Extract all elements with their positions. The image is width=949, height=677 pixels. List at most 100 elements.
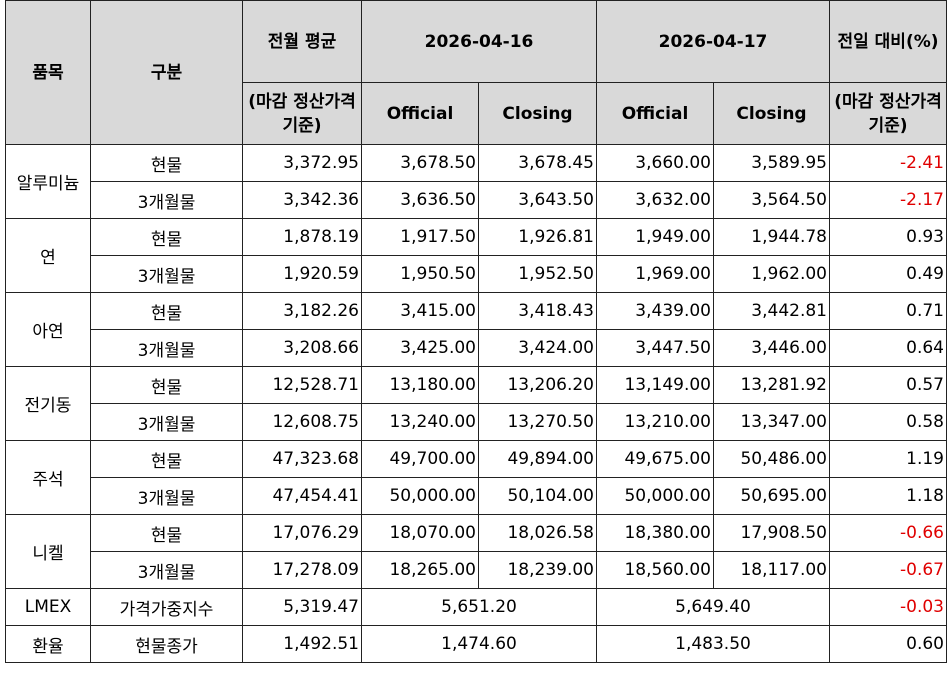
price-value: 17,908.50 xyxy=(713,514,830,552)
table-row: 알루미늄 현물 3,372.95 3,678.50 3,678.45 3,660.00 3,… xyxy=(5,144,947,219)
price-value: 3,660.00 xyxy=(596,144,714,182)
header-official: Official xyxy=(361,82,479,145)
price-value: 50,000.00 xyxy=(361,477,479,515)
kind-name: 3개월물 xyxy=(90,181,243,219)
price-value: 3,643.50 xyxy=(478,181,597,219)
price-value: 50,000.00 xyxy=(596,477,714,515)
price-value: 1,944.78 xyxy=(713,218,830,256)
price-value: 50,695.00 xyxy=(713,477,830,515)
kind-name: 현물 xyxy=(90,514,243,552)
table-row: 니켈 현물 17,076.29 18,070.00 18,026.58 18,380.00… xyxy=(5,514,947,589)
change-value: 1.19 xyxy=(829,440,947,478)
table-row: 주석 현물 47,323.68 49,700.00 49,894.00 49,675.00… xyxy=(5,440,947,515)
price-value: 3,342.36 xyxy=(242,181,362,219)
price-value: 5,319.47 xyxy=(242,588,362,626)
price-value: 47,323.68 xyxy=(242,440,362,478)
table-row: LMEX 가격가중지수 5,319.47 5,651.20 5,649.40 -0.03 xyxy=(5,588,947,626)
change-value: 0.58 xyxy=(829,403,947,441)
price-value: 49,894.00 xyxy=(478,440,597,478)
item-name: 주석 xyxy=(5,440,91,515)
price-table: 품목 구분 전월 평균 2026-04-16 2026-04-17 전일 대비(… xyxy=(5,0,947,663)
change-value: 0.49 xyxy=(829,255,947,293)
price-value: 12,608.75 xyxy=(242,403,362,441)
price-value: 3,447.50 xyxy=(596,329,714,367)
header-date: 2026-04-17 xyxy=(596,0,830,83)
price-value: 13,206.20 xyxy=(478,366,597,404)
kind-name: 현물 xyxy=(90,292,243,330)
price-value: 18,265.00 xyxy=(361,551,479,589)
price-value: 1,492.51 xyxy=(242,625,362,663)
price-value: 1,926.81 xyxy=(478,218,597,256)
table-body: 알루미늄 현물 3,372.95 3,678.50 3,678.45 3,660.00 3,… xyxy=(5,144,947,663)
table-row: 전기동 현물 12,528.71 13,180.00 13,206.20 13,149.0… xyxy=(5,366,947,441)
kind-name: 현물 xyxy=(90,218,243,256)
change-value: 1.18 xyxy=(829,477,947,515)
header-date: 2026-04-16 xyxy=(361,0,597,83)
price-value: 50,104.00 xyxy=(478,477,597,515)
kind-name: 현물 xyxy=(90,440,243,478)
kind-name: 3개월물 xyxy=(90,255,243,293)
change-value: 0.93 xyxy=(829,218,947,256)
change-value: -0.67 xyxy=(829,551,947,589)
price-value: 18,070.00 xyxy=(361,514,479,552)
price-value: 1,949.00 xyxy=(596,218,714,256)
price-value: 3,424.00 xyxy=(478,329,597,367)
item-name: 환율 xyxy=(5,625,91,663)
price-value: 13,240.00 xyxy=(361,403,479,441)
change-value: 0.57 xyxy=(829,366,947,404)
item-name: 전기동 xyxy=(5,366,91,441)
price-value: 1,969.00 xyxy=(596,255,714,293)
price-value: 13,270.50 xyxy=(478,403,597,441)
price-value: 3,446.00 xyxy=(713,329,830,367)
price-value: 3,589.95 xyxy=(713,144,830,182)
header-basis: (마감 정산가격 기준) xyxy=(829,82,947,145)
header-official: Official xyxy=(596,82,714,145)
change-value: 0.71 xyxy=(829,292,947,330)
price-value: 12,528.71 xyxy=(242,366,362,404)
change-value: -2.17 xyxy=(829,181,947,219)
kind-name: 현물종가 xyxy=(90,625,243,663)
price-value: 47,454.41 xyxy=(242,477,362,515)
change-value: 0.60 xyxy=(829,625,947,663)
price-value: 5,649.40 xyxy=(596,588,830,626)
item-name: 알루미늄 xyxy=(5,144,91,219)
header-basis: (마감 정산가격 기준) xyxy=(242,82,362,145)
kind-name: 현물 xyxy=(90,144,243,182)
kind-name: 가격가중지수 xyxy=(90,588,243,626)
price-value: 3,442.81 xyxy=(713,292,830,330)
kind-name: 3개월물 xyxy=(90,329,243,367)
price-value: 3,678.45 xyxy=(478,144,597,182)
table-row: 아연 현물 3,182.26 3,415.00 3,418.43 3,439.00 3,44… xyxy=(5,292,947,367)
price-value: 13,281.92 xyxy=(713,366,830,404)
price-value: 50,486.00 xyxy=(713,440,830,478)
price-value: 17,076.29 xyxy=(242,514,362,552)
price-value: 1,952.50 xyxy=(478,255,597,293)
item-name: 아연 xyxy=(5,292,91,367)
price-value: 18,026.58 xyxy=(478,514,597,552)
kind-name: 3개월물 xyxy=(90,477,243,515)
price-value: 1,920.59 xyxy=(242,255,362,293)
table-row: 3개월물 12,608.75 13,240.00 13,270.50 13,210.00… xyxy=(6,403,947,441)
price-value: 1,962.00 xyxy=(713,255,830,293)
header-kind: 구분 xyxy=(90,0,243,145)
price-value: 3,415.00 xyxy=(361,292,479,330)
table-row: 3개월물 47,454.41 50,000.00 50,104.00 50,000.00… xyxy=(6,477,947,515)
header-item: 품목 xyxy=(5,0,91,145)
price-value: 18,117.00 xyxy=(713,551,830,589)
price-value: 1,917.50 xyxy=(361,218,479,256)
price-value: 3,564.50 xyxy=(713,181,830,219)
price-value: 13,180.00 xyxy=(361,366,479,404)
change-value: -0.03 xyxy=(829,588,947,626)
header-monthly-avg: 전월 평균 xyxy=(242,0,362,83)
change-value: -0.66 xyxy=(829,514,947,552)
table-row: 환율 현물종가 1,492.51 1,474.60 1,483.50 0.60 xyxy=(5,625,947,663)
header-change: 전일 대비(%) xyxy=(829,0,947,83)
basis-text: (마감 정산가격 기준) xyxy=(248,91,356,136)
price-value: 1,474.60 xyxy=(361,625,597,663)
price-value: 3,182.26 xyxy=(242,292,362,330)
price-value: 3,439.00 xyxy=(596,292,714,330)
price-value: 3,678.50 xyxy=(361,144,479,182)
price-value: 5,651.20 xyxy=(361,588,597,626)
price-value: 17,278.09 xyxy=(242,551,362,589)
header-closing: Closing xyxy=(478,82,597,145)
